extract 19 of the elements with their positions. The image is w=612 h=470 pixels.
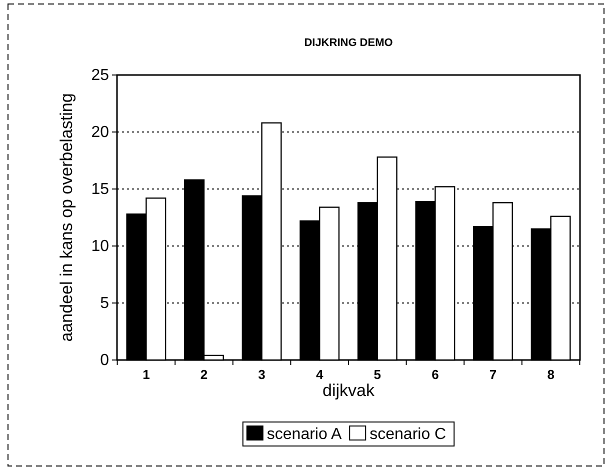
y-tick-label: 5 <box>100 295 110 312</box>
x-tick-label: 1 <box>142 367 150 382</box>
x-tick-label: 7 <box>489 367 497 382</box>
y-tick-label: 0 <box>100 352 110 370</box>
x-tick-label: 2 <box>200 367 208 382</box>
y-tick-label: 20 <box>91 124 110 142</box>
y-tick-label: 15 <box>91 181 110 198</box>
x-tick-label: 6 <box>432 367 439 382</box>
legend-label: scenario C <box>370 426 446 443</box>
x-tick-label: 5 <box>374 367 382 382</box>
x-tick-label: 3 <box>258 367 266 382</box>
legend-label: scenario A <box>266 426 342 443</box>
y-tick-label: 25 <box>91 67 110 84</box>
x-tick-label: 4 <box>316 367 324 382</box>
x-tick-label: 8 <box>547 367 554 382</box>
y-tick-label: 10 <box>91 238 110 256</box>
y-axis-title: aandeel in kans op overbelasting <box>57 93 76 342</box>
x-axis-title: dijkvak <box>322 381 375 400</box>
chart-title: DIJKRING DEMO <box>304 37 394 49</box>
